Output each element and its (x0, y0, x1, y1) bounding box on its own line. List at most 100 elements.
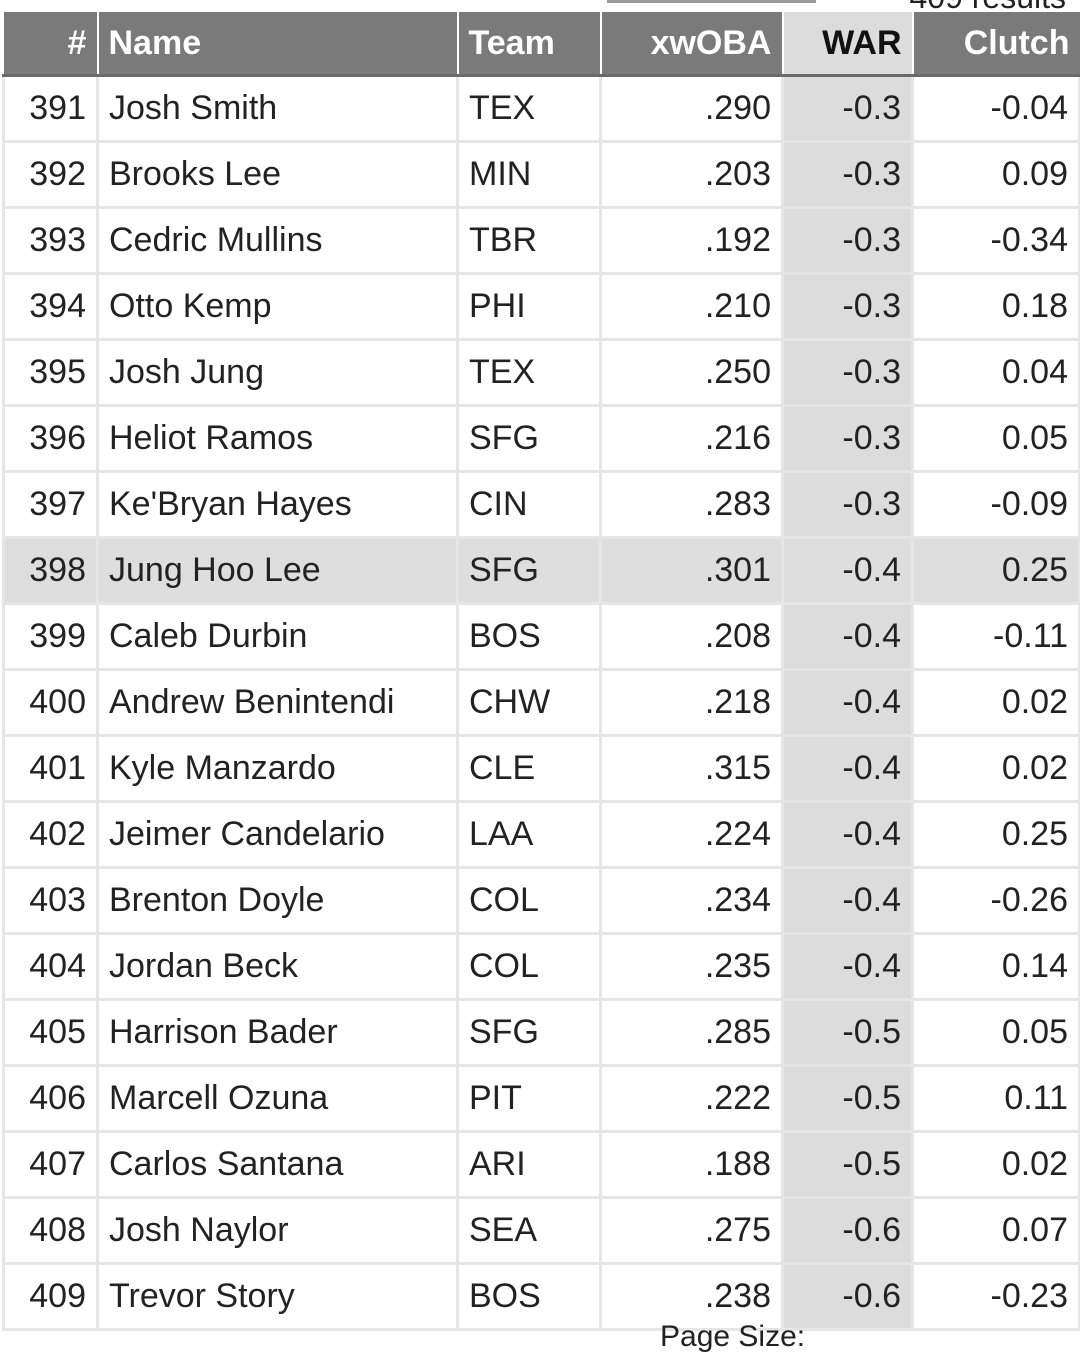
table-row[interactable]: 404 Jordan Beck COL .235 -0.4 0.14 (2, 932, 1080, 1001)
cell-team[interactable]: COL (456, 866, 602, 935)
table-row[interactable]: 392 Brooks Lee MIN .203 -0.3 0.09 (2, 140, 1080, 209)
column-header-xwoba[interactable]: xwOBA (599, 12, 783, 77)
cell-rank: 404 (2, 932, 99, 1001)
table-row[interactable]: 395 Josh Jung TEX .250 -0.3 0.04 (2, 338, 1080, 407)
cell-team[interactable]: BOS (456, 1262, 602, 1331)
table-row[interactable]: 406 Marcell Ozuna PIT .222 -0.5 0.11 (2, 1064, 1080, 1133)
cell-clutch: -0.34 (911, 206, 1080, 275)
cell-team[interactable]: CIN (456, 470, 602, 539)
cell-team[interactable]: PIT (456, 1064, 602, 1133)
table-row[interactable]: 393 Cedric Mullins TBR .192 -0.3 -0.34 (2, 206, 1080, 275)
cell-xwoba: .234 (599, 866, 784, 935)
cell-player-name[interactable]: Harrison Bader (96, 998, 459, 1067)
table-row[interactable]: 403 Brenton Doyle COL .234 -0.4 -0.26 (2, 866, 1080, 935)
cell-team[interactable]: LAA (456, 800, 602, 869)
column-header-name[interactable]: Name (96, 12, 458, 77)
top-strip: 409 results (0, 0, 1080, 12)
cell-xwoba: .216 (599, 404, 784, 473)
cell-team[interactable]: BOS (456, 602, 602, 671)
cell-clutch: 0.25 (911, 536, 1080, 605)
cell-clutch: -0.23 (911, 1262, 1080, 1331)
cell-war: -0.5 (781, 1130, 914, 1199)
cell-player-name[interactable]: Carlos Santana (96, 1130, 459, 1199)
cell-player-name[interactable]: Josh Jung (96, 338, 459, 407)
cell-player-name[interactable]: Jung Hoo Lee (96, 536, 459, 605)
table-row[interactable]: 407 Carlos Santana ARI .188 -0.5 0.02 (2, 1130, 1080, 1199)
table-row[interactable]: 400 Andrew Benintendi CHW .218 -0.4 0.02 (2, 668, 1080, 737)
table-row[interactable]: 394 Otto Kemp PHI .210 -0.3 0.18 (2, 272, 1080, 341)
cell-war: -0.4 (781, 536, 914, 605)
leaderboard-table: # Name Team xwOBA WAR Clutch 391 Josh Smi… (2, 12, 1080, 1331)
horizontal-scrollbar[interactable] (607, 0, 816, 3)
cell-xwoba: .283 (599, 470, 784, 539)
cell-clutch: 0.11 (911, 1064, 1080, 1133)
cell-clutch: 0.05 (911, 404, 1080, 473)
cell-clutch: -0.11 (911, 602, 1080, 671)
column-header-war[interactable]: WAR (781, 12, 913, 77)
table-row[interactable]: 409 Trevor Story BOS .238 -0.6 -0.23 (2, 1262, 1080, 1331)
cell-war: -0.4 (781, 800, 914, 869)
cell-xwoba: .208 (599, 602, 784, 671)
cell-clutch: 0.02 (911, 668, 1080, 737)
cell-rank: 405 (2, 998, 99, 1067)
table-row[interactable]: 397 Ke'Bryan Hayes CIN .283 -0.3 -0.09 (2, 470, 1080, 539)
table-row[interactable]: 401 Kyle Manzardo CLE .315 -0.4 0.02 (2, 734, 1080, 803)
cell-rank: 403 (2, 866, 99, 935)
cell-team[interactable]: PHI (456, 272, 602, 341)
table-row[interactable]: 391 Josh Smith TEX .290 -0.3 -0.04 (2, 74, 1080, 143)
cell-team[interactable]: ARI (456, 1130, 602, 1199)
cell-player-name[interactable]: Josh Smith (96, 74, 459, 143)
cell-team[interactable]: SFG (456, 404, 602, 473)
cell-rank: 401 (2, 734, 99, 803)
cell-clutch: -0.04 (911, 74, 1080, 143)
cell-team[interactable]: TEX (456, 338, 602, 407)
cell-rank: 407 (2, 1130, 99, 1199)
table-row[interactable]: 402 Jeimer Candelario LAA .224 -0.4 0.25 (2, 800, 1080, 869)
column-header-clutch[interactable]: Clutch (911, 12, 1080, 77)
cell-rank: 396 (2, 404, 99, 473)
cell-player-name[interactable]: Trevor Story (96, 1262, 459, 1331)
cell-team[interactable]: MIN (456, 140, 602, 209)
cell-player-name[interactable]: Otto Kemp (96, 272, 459, 341)
cell-player-name[interactable]: Andrew Benintendi (96, 668, 459, 737)
page-size-label: Page Size: (660, 1320, 806, 1353)
cell-rank: 399 (2, 602, 99, 671)
cell-war: -0.3 (781, 470, 914, 539)
cell-rank: 391 (2, 74, 99, 143)
cell-player-name[interactable]: Heliot Ramos (96, 404, 459, 473)
cell-team[interactable]: CHW (456, 668, 602, 737)
cell-rank: 394 (2, 272, 99, 341)
table-row[interactable]: 408 Josh Naylor SEA .275 -0.6 0.07 (2, 1196, 1080, 1265)
cell-player-name[interactable]: Jordan Beck (96, 932, 459, 1001)
table-row[interactable]: 399 Caleb Durbin BOS .208 -0.4 -0.11 (2, 602, 1080, 671)
cell-team[interactable]: TEX (456, 74, 602, 143)
cell-team[interactable]: COL (456, 932, 602, 1001)
cell-player-name[interactable]: Brooks Lee (96, 140, 459, 209)
cell-player-name[interactable]: Kyle Manzardo (96, 734, 459, 803)
column-header-rank[interactable]: # (3, 12, 98, 77)
cell-player-name[interactable]: Cedric Mullins (96, 206, 459, 275)
cell-team[interactable]: SFG (456, 998, 602, 1067)
cell-player-name[interactable]: Josh Naylor (96, 1196, 459, 1265)
cell-team[interactable]: SFG (456, 536, 602, 605)
cell-xwoba: .285 (599, 998, 784, 1067)
table-row[interactable]: 396 Heliot Ramos SFG .216 -0.3 0.05 (2, 404, 1080, 473)
cell-xwoba: .218 (599, 668, 784, 737)
cell-xwoba: .222 (599, 1064, 784, 1133)
cell-team[interactable]: SEA (456, 1196, 602, 1265)
cell-clutch: 0.07 (911, 1196, 1080, 1265)
cell-xwoba: .203 (599, 140, 784, 209)
cell-clutch: 0.02 (911, 734, 1080, 803)
cell-player-name[interactable]: Brenton Doyle (96, 866, 459, 935)
table-row[interactable]: 405 Harrison Bader SFG .285 -0.5 0.05 (2, 998, 1080, 1067)
column-header-team[interactable]: Team (456, 12, 601, 77)
cell-war: -0.3 (781, 272, 914, 341)
cell-player-name[interactable]: Jeimer Candelario (96, 800, 459, 869)
cell-player-name[interactable]: Ke'Bryan Hayes (96, 470, 459, 539)
table-row[interactable]: 398 Jung Hoo Lee SFG .301 -0.4 0.25 (2, 536, 1080, 605)
cell-rank: 397 (2, 470, 99, 539)
cell-team[interactable]: TBR (456, 206, 602, 275)
cell-player-name[interactable]: Marcell Ozuna (96, 1064, 459, 1133)
cell-player-name[interactable]: Caleb Durbin (96, 602, 459, 671)
cell-team[interactable]: CLE (456, 734, 602, 803)
